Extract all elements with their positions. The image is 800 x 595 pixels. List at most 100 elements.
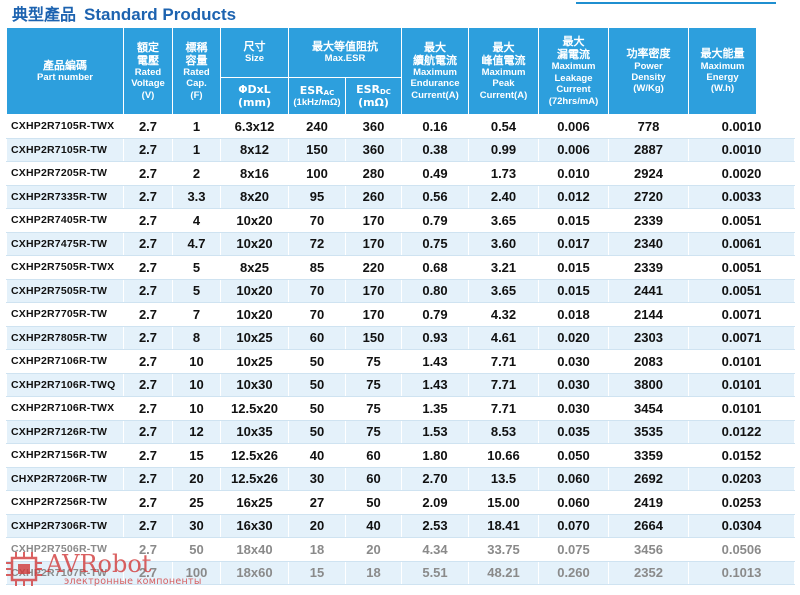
cell-size: 16x30 <box>220 514 289 538</box>
cell-size: 8x20 <box>220 185 289 209</box>
cell-esr-dc: 170 <box>345 279 402 303</box>
cell-capacity: 4 <box>172 208 221 233</box>
cell-endurance-current: 2.70 <box>401 467 469 491</box>
table-row: CXHP2R7505R-TW 2.7 5 10x20 70 170 0.80 3.65 0.01… <box>6 279 795 303</box>
cell-leakage-current: 0.015 <box>538 255 609 280</box>
cell-endurance-current: 2.53 <box>401 514 469 538</box>
table-row: CXHP2R7405R-TW 2.7 4 10x20 70 170 0.79 3.65 0.01… <box>6 208 795 233</box>
cell-esr-ac: 20 <box>288 514 346 538</box>
cell-max-energy: 0.0253 <box>688 490 795 515</box>
cell-capacity: 3.3 <box>172 185 221 209</box>
cell-voltage: 2.7 <box>123 279 173 303</box>
cell-endurance-current: 1.80 <box>401 443 469 468</box>
cell-power-density: 778 <box>608 114 689 139</box>
cell-part-number: CXHP2R7106R-TWQ <box>6 373 124 397</box>
header-power-density: 功率密度 Power Density (W/Kg) <box>608 27 689 115</box>
cell-endurance-current: 2.09 <box>401 490 469 515</box>
cell-esr-ac: 70 <box>288 208 346 233</box>
table-row: CXHP2R7805R-TW 2.7 8 10x25 60 150 0.93 4.61 0.02… <box>6 326 795 350</box>
table-row: CXHP2R7106R-TWQ 2.7 10 10x30 50 75 1.43 7.71 0.0… <box>6 373 795 397</box>
cell-power-density: 2664 <box>608 514 689 538</box>
cell-esr-ac: 30 <box>288 467 346 491</box>
cell-esr-dc: 150 <box>345 326 402 350</box>
cell-leakage-current: 0.030 <box>538 349 609 374</box>
top-divider <box>576 2 776 4</box>
cell-esr-ac: 27 <box>288 490 346 515</box>
cell-max-energy: 0.0122 <box>688 420 795 444</box>
cell-voltage: 2.7 <box>123 232 173 256</box>
header-voltage: 額定 電壓 Rated Voltage (V) <box>123 27 173 115</box>
cell-peak-current: 2.40 <box>468 185 539 209</box>
cell-power-density: 2692 <box>608 467 689 491</box>
cell-max-energy: 0.0033 <box>688 185 795 209</box>
cell-esr-dc: 75 <box>345 373 402 397</box>
cell-peak-current: 1.73 <box>468 161 539 186</box>
page-title-zh: 典型產品 <box>12 5 77 24</box>
cell-power-density: 2339 <box>608 208 689 233</box>
cell-esr-ac: 50 <box>288 373 346 397</box>
cell-power-density: 2441 <box>608 279 689 303</box>
header-peak-current: 最大 峰值電流 Maximum Peak Current(A) <box>468 27 539 115</box>
cell-voltage: 2.7 <box>123 373 173 397</box>
table-row: CXHP2R7105R-TW 2.7 1 8x12 150 360 0.38 0.99 0.00… <box>6 138 795 162</box>
cell-size: 6.3x12 <box>220 114 289 139</box>
cell-max-energy: 0.0051 <box>688 279 795 303</box>
cell-leakage-current: 0.030 <box>538 396 609 421</box>
cell-esr-dc: 170 <box>345 302 402 327</box>
cell-esr-dc: 40 <box>345 514 402 538</box>
cell-max-energy: 0.0071 <box>688 326 795 350</box>
cell-peak-current: 13.5 <box>468 467 539 491</box>
cell-power-density: 3535 <box>608 420 689 444</box>
table-row: CXHP2R7107R-TW 2.7 100 18x60 15 18 5.51 48.21 0.… <box>6 561 795 585</box>
cell-max-energy: 0.0152 <box>688 443 795 468</box>
cell-capacity: 10 <box>172 373 221 397</box>
cell-leakage-current: 0.015 <box>538 279 609 303</box>
cell-leakage-current: 0.020 <box>538 326 609 350</box>
cell-capacity: 15 <box>172 443 221 468</box>
cell-size: 10x20 <box>220 232 289 256</box>
cell-peak-current: 8.53 <box>468 420 539 444</box>
cell-size: 8x25 <box>220 255 289 280</box>
table-row: CXHP2R7256R-TW 2.7 25 16x25 27 50 2.09 15.00 0.0… <box>6 490 795 515</box>
cell-part-number: CXHP2R7405R-TW <box>6 208 124 233</box>
cell-max-energy: 0.1013 <box>688 561 795 585</box>
cell-endurance-current: 1.43 <box>401 373 469 397</box>
table-row: CXHP2R7106R-TWX 2.7 10 12.5x20 50 75 1.35 7.71 0… <box>6 396 795 421</box>
cell-size: 12.5x26 <box>220 467 289 491</box>
cell-esr-ac: 100 <box>288 161 346 186</box>
cell-peak-current: 3.60 <box>468 232 539 256</box>
cell-part-number: CXHP2R7106R-TW <box>6 349 124 374</box>
cell-voltage: 2.7 <box>123 138 173 162</box>
cell-peak-current: 3.65 <box>468 208 539 233</box>
table-row: CXHP2R7106R-TW 2.7 10 10x25 50 75 1.43 7.71 0.03… <box>6 349 795 374</box>
cell-size: 16x25 <box>220 490 289 515</box>
header-max-energy: 最大能量 Maximum Energy (W.h) <box>688 27 757 115</box>
cell-esr-ac: 50 <box>288 396 346 421</box>
table-row: CHXP2R7206R-TW 2.7 20 12.5x26 30 60 2.70 13.5 0.… <box>6 467 795 491</box>
cell-voltage: 2.7 <box>123 185 173 209</box>
header-size-dimensions: ΦDxL (mm) <box>220 77 289 115</box>
cell-leakage-current: 0.060 <box>538 490 609 515</box>
header-capacity: 標稱 容量 Rated Cap. (F) <box>172 27 221 115</box>
cell-size: 10x30 <box>220 373 289 397</box>
cell-esr-dc: 170 <box>345 232 402 256</box>
cell-esr-ac: 240 <box>288 114 346 139</box>
cell-leakage-current: 0.018 <box>538 302 609 327</box>
cell-capacity: 2 <box>172 161 221 186</box>
cell-peak-current: 0.99 <box>468 138 539 162</box>
cell-power-density: 3359 <box>608 443 689 468</box>
cell-peak-current: 7.71 <box>468 373 539 397</box>
cell-esr-dc: 60 <box>345 467 402 491</box>
cell-power-density: 2720 <box>608 185 689 209</box>
cell-part-number: CXHP2R7505R-TWX <box>6 255 124 280</box>
table-row: CXHP2R7105R-TWX 2.7 1 6.3x12 240 360 0.16 0.54 0… <box>6 114 795 139</box>
cell-voltage: 2.7 <box>123 349 173 374</box>
cell-peak-current: 48.21 <box>468 561 539 585</box>
cell-voltage: 2.7 <box>123 467 173 491</box>
cell-size: 8x12 <box>220 138 289 162</box>
table-row: CXHP2R7335R-TW 2.7 3.3 8x20 95 260 0.56 2.40 0.0… <box>6 185 795 209</box>
cell-part-number: CXHP2R7306R-TW <box>6 514 124 538</box>
cell-voltage: 2.7 <box>123 255 173 280</box>
cell-peak-current: 0.54 <box>468 114 539 139</box>
cell-part-number: CXHP2R7156R-TW <box>6 443 124 468</box>
